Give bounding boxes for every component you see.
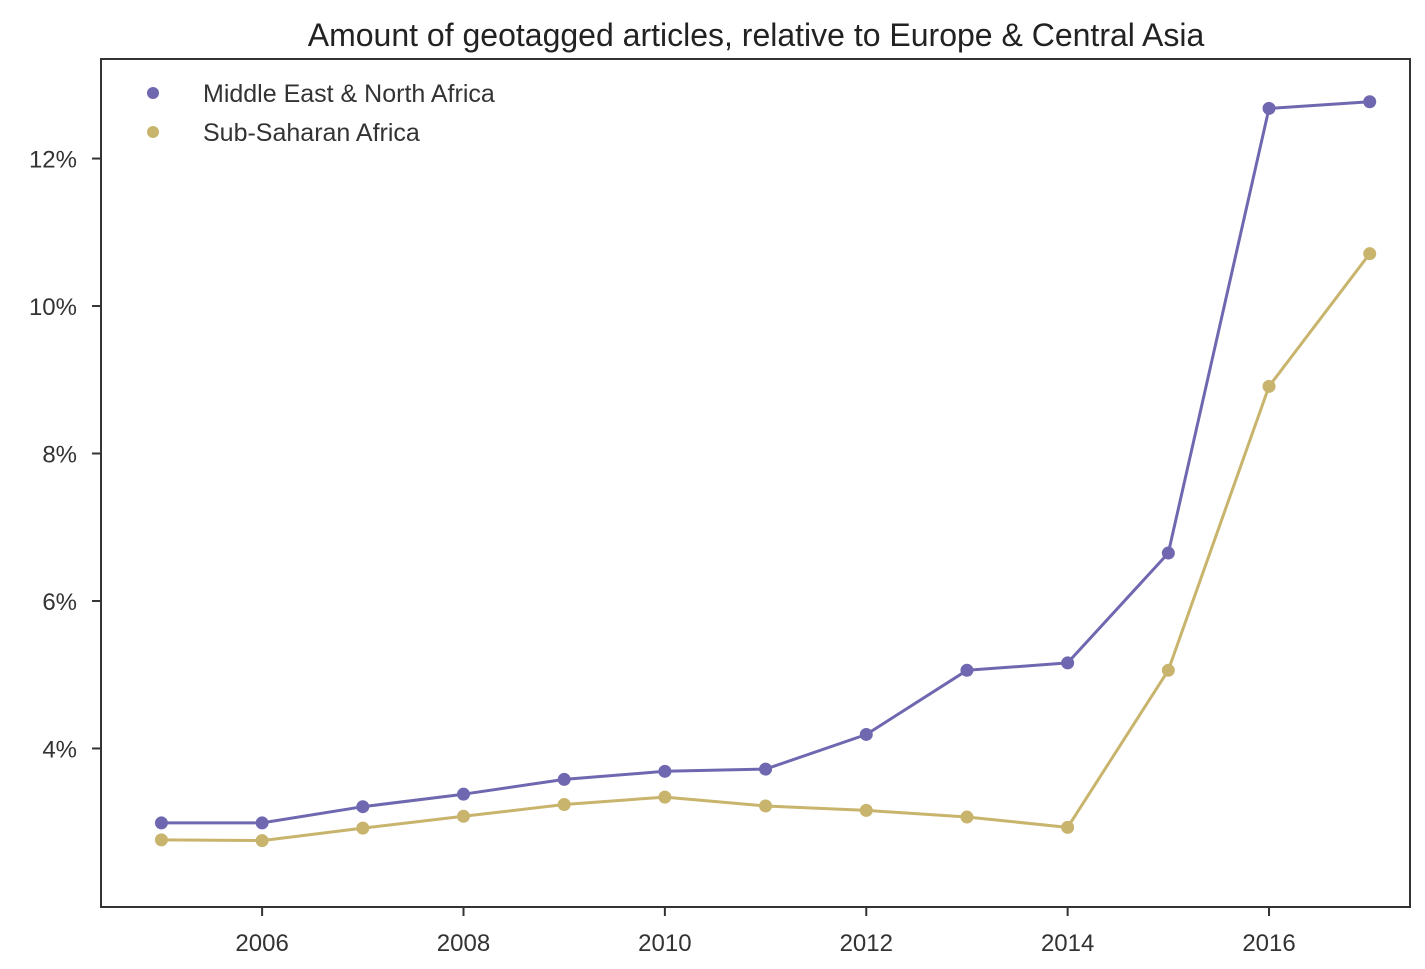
x-tick-label: 2012 (840, 930, 893, 957)
data-point (960, 663, 974, 677)
legend: Middle East & North Africa Sub-Saharan Af… (147, 80, 495, 147)
data-point (960, 810, 974, 824)
data-point (859, 727, 873, 741)
data-point (759, 762, 773, 776)
legend-marker (147, 87, 159, 99)
data-point (456, 809, 470, 823)
data-point (1262, 101, 1276, 115)
y-tick-label: 4% (42, 736, 77, 763)
legend-marker (147, 126, 159, 138)
data-point (456, 787, 470, 801)
data-point (557, 772, 571, 786)
data-point (1161, 546, 1175, 560)
y-axis: 4% 6% 8% 10% 12% (29, 147, 101, 763)
data-point (1061, 820, 1075, 834)
data-point (759, 799, 773, 813)
x-axis: 2006 2008 2010 2012 2014 2016 (235, 907, 1296, 957)
data-point (658, 764, 672, 778)
x-tick-label: 2016 (1242, 930, 1295, 957)
y-tick-label: 12% (29, 147, 77, 174)
legend-label: Sub-Saharan Africa (203, 119, 420, 147)
data-point (356, 821, 370, 835)
data-point (1262, 379, 1276, 393)
y-tick-label: 6% (42, 589, 77, 616)
x-tick-label: 2008 (437, 930, 490, 957)
data-point (557, 798, 571, 812)
data-point (1161, 663, 1175, 677)
x-tick-label: 2014 (1041, 930, 1094, 957)
series-sub-saharan-africa (154, 247, 1377, 848)
y-tick-label: 10% (29, 294, 77, 321)
data-point (154, 816, 168, 830)
data-point (1363, 95, 1377, 109)
data-point (859, 803, 873, 817)
data-point (1061, 656, 1075, 670)
x-tick-label: 2010 (638, 930, 691, 957)
series-layer (154, 95, 1377, 848)
data-point (1363, 247, 1377, 261)
y-tick-label: 8% (42, 442, 77, 469)
data-point (356, 800, 370, 814)
data-point (255, 816, 269, 830)
plot-frame (100, 58, 1411, 908)
data-point (154, 833, 168, 847)
data-point (658, 790, 672, 804)
data-point (255, 834, 269, 848)
chart-title: Amount of geotagged articles, relative t… (308, 17, 1205, 53)
legend-label: Middle East & North Africa (203, 80, 495, 108)
series-middle-east-north-africa (154, 95, 1377, 830)
x-tick-label: 2006 (235, 930, 288, 957)
plot-area: 4% 6% 8% 10% 12% 2006 2008 2010 2012 2014 2016 (29, 58, 1411, 957)
